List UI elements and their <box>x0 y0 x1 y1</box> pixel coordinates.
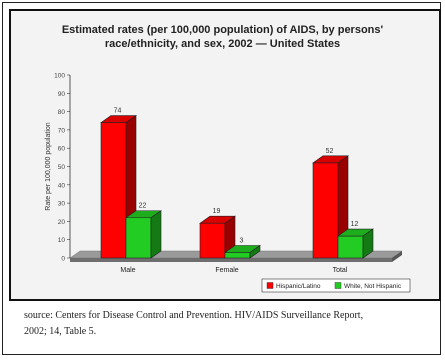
bar-hispanic-latino-male <box>100 122 127 259</box>
y-tick-label: 0 <box>61 256 65 263</box>
source-line-2: 2002; 14, Table 5. <box>24 326 97 337</box>
data-label: 74 <box>114 108 122 115</box>
data-labels: 74 22 19 3 52 12 <box>114 108 359 245</box>
legend-label: White, Not Hispanic <box>344 283 402 290</box>
bar-white-not-hispanic-female <box>224 252 251 259</box>
legend: Hispanic/Latino White, Not Hispanic <box>261 278 411 293</box>
y-tick-label: 10 <box>58 237 66 244</box>
x-axis-categories: Male Female Total <box>120 267 347 274</box>
floor-side <box>392 251 402 262</box>
data-label: 12 <box>351 221 359 228</box>
bar-side <box>150 210 162 259</box>
legend-label: Hispanic/Latino <box>276 283 321 290</box>
bars <box>100 115 374 259</box>
y-axis: 0 10 20 30 40 50 60 70 80 90 100 <box>54 73 71 263</box>
x-category-label: Male <box>120 267 135 274</box>
bar-white-not-hispanic-male <box>125 217 152 259</box>
bar-hispanic-latino-female <box>199 222 226 259</box>
y-axis-label: Rate per 100,000 population <box>45 122 52 210</box>
floor-front <box>70 258 392 262</box>
y-tick-label: 30 <box>58 201 66 208</box>
x-category-label: Female <box>215 267 238 274</box>
y-tick-label: 80 <box>58 109 66 116</box>
y-tick-label: 90 <box>58 91 66 98</box>
y-tick-label: 70 <box>58 127 66 134</box>
y-tick-label: 50 <box>58 164 66 171</box>
bar-side <box>362 228 374 259</box>
chart-title-line-2: race/ethnicity, and sex, 2002 — United S… <box>104 38 341 50</box>
y-tick-label: 40 <box>58 182 66 189</box>
y-tick-label: 100 <box>54 73 65 80</box>
bar-side <box>249 244 261 259</box>
chart: 0 10 20 30 40 50 60 70 80 90 100 74 22 19 3 52 12 Male F… <box>9 9 441 301</box>
source-note: source: Centers for Disease Control and … <box>24 308 424 340</box>
data-label: 52 <box>326 148 334 155</box>
legend-swatch <box>334 282 342 289</box>
data-label: 22 <box>139 203 147 210</box>
bar-white-not-hispanic-total <box>337 235 364 259</box>
data-label: 19 <box>213 208 221 215</box>
source-line-1: source: Centers for Disease Control and … <box>24 310 364 321</box>
legend-swatch <box>266 282 274 289</box>
chart-title-line-1: Estimated rates (per 100,000 population)… <box>61 24 384 36</box>
data-label: 3 <box>240 238 244 245</box>
y-tick-label: 60 <box>58 146 66 153</box>
x-category-label: Total <box>333 267 348 274</box>
y-tick-label: 20 <box>58 219 66 226</box>
bar-hispanic-latino-total <box>312 162 339 259</box>
chart-title: Estimated rates (per 100,000 population)… <box>0 23 445 51</box>
